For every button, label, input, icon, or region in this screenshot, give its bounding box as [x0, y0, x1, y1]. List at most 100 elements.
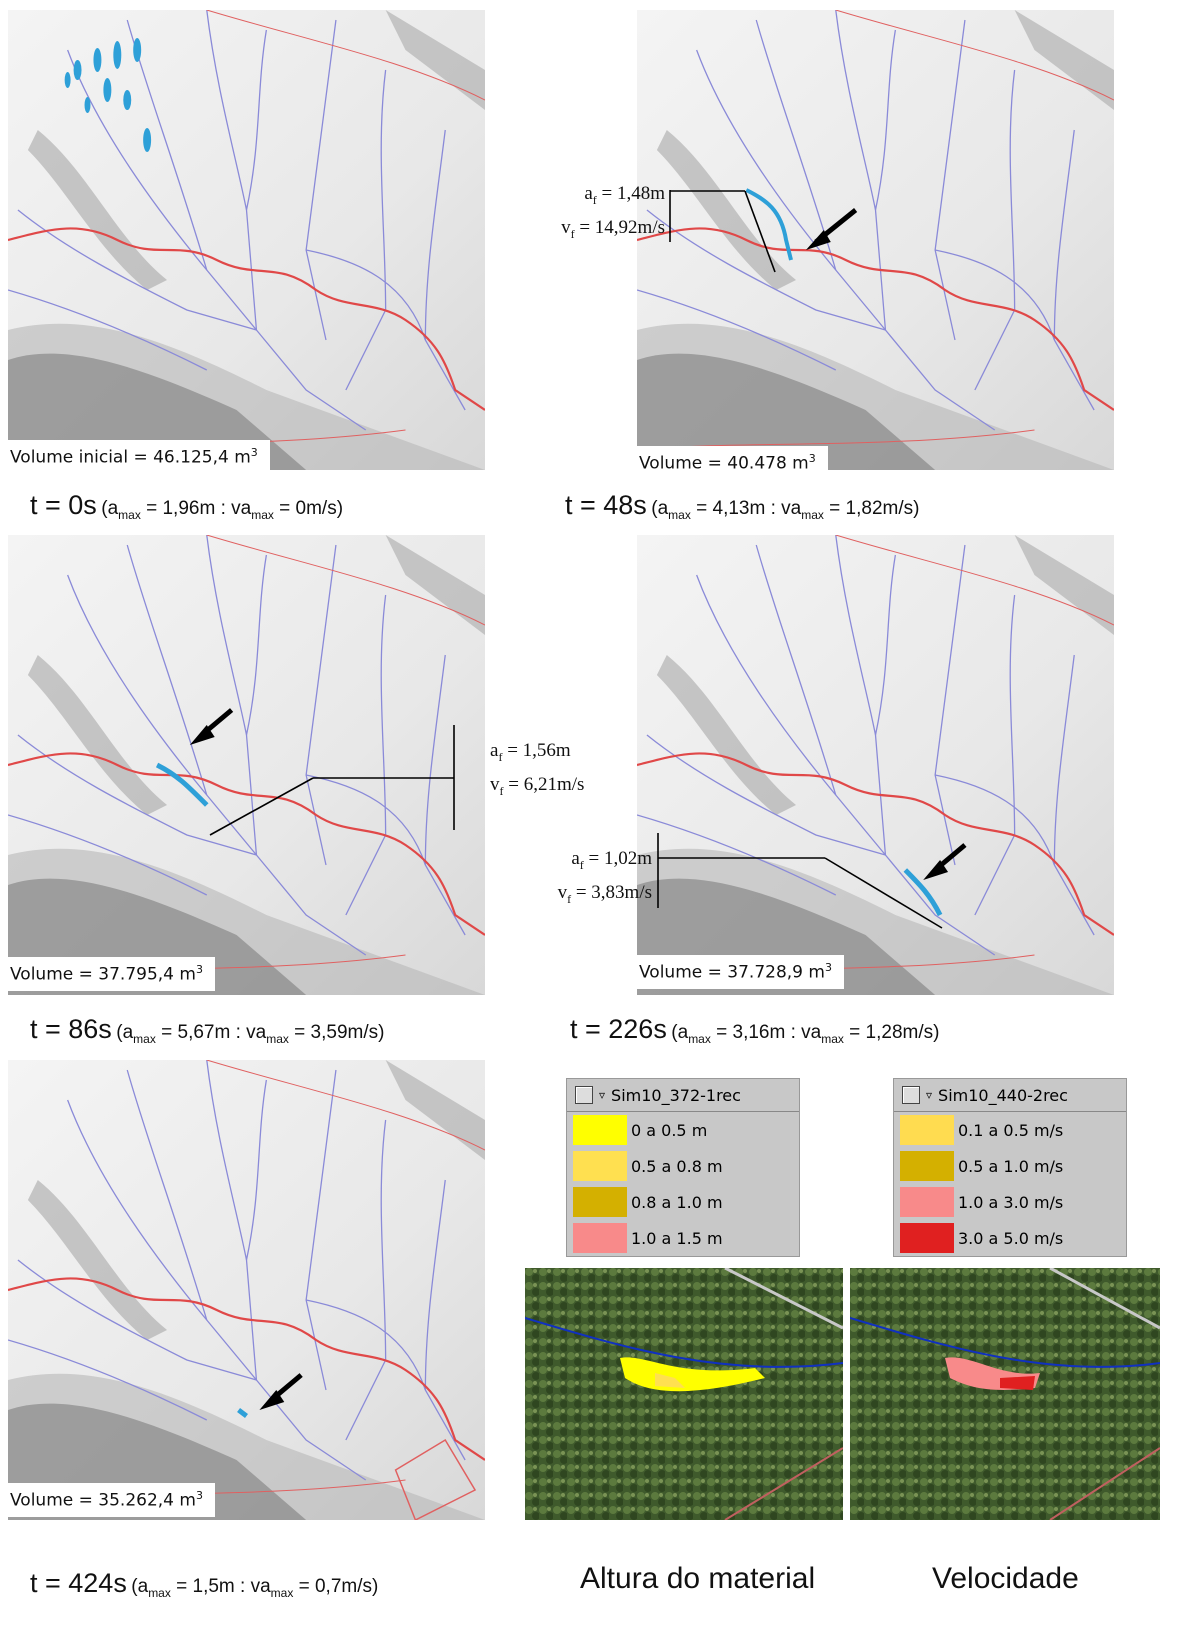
text-part: = 0,7m/s): [293, 1576, 378, 1597]
legend-item: 0.5 a 1.0 m/s: [894, 1148, 1126, 1184]
aerial-photo: [850, 1268, 1160, 1520]
text-part: Volume = 40.478 m: [639, 454, 809, 474]
text-part: = 1,82m/s): [824, 498, 920, 519]
text-part: max: [271, 1586, 294, 1600]
text-part: a: [584, 183, 592, 204]
terrain-panel: [8, 1060, 485, 1520]
detail: (amax = 1,5m : vamax = 0,7m/s): [131, 1576, 378, 1597]
detail: (amax = 1,96m : vamax = 0m/s): [101, 498, 343, 519]
checkbox[interactable]: [902, 1086, 920, 1104]
text-part: = 1,96m : va: [141, 498, 251, 519]
map-caption: Altura do material: [580, 1562, 815, 1596]
text-part: (a: [131, 1576, 148, 1597]
detail: (amax = 3,16m : vamax = 1,28m/s): [671, 1022, 939, 1043]
time: t = 226s: [570, 1014, 667, 1044]
checkbox[interactable]: [575, 1086, 593, 1104]
text-part: max: [801, 508, 824, 522]
text-part: max: [148, 1586, 171, 1600]
legend-item: 3.0 a 5.0 m/s: [894, 1220, 1126, 1256]
text-part: max: [118, 508, 141, 522]
text-part: = 1,48m: [597, 183, 665, 204]
text-part: max: [668, 508, 691, 522]
time: t = 48s: [565, 490, 647, 520]
legend-label: 1.0 a 1.5 m: [631, 1229, 723, 1248]
legend-label: 0.8 a 1.0 m: [631, 1193, 723, 1212]
time-caption: t = 226s (amax = 3,16m : vamax = 1,28m/s…: [570, 1014, 939, 1046]
text-part: (a: [651, 498, 668, 519]
text-part: Volume = 37.795,4 m: [10, 965, 196, 985]
legend-swatch: [573, 1115, 627, 1145]
legend-swatch: [573, 1187, 627, 1217]
text-part: 3: [196, 1489, 203, 1502]
legend-label: 0 a 0.5 m: [631, 1121, 707, 1140]
text-part: = 1,28m/s): [844, 1022, 940, 1043]
time: t = 86s: [30, 1014, 112, 1044]
legend-label: 3.0 a 5.0 m/s: [958, 1229, 1063, 1248]
text-part: Volume inicial = 46.125,4 m: [10, 448, 251, 468]
legend-item: 0.8 a 1.0 m: [567, 1184, 799, 1220]
text-part: = 1,56m: [502, 740, 570, 761]
legend-item: 0.5 a 0.8 m: [567, 1148, 799, 1184]
text-part: (a: [101, 498, 118, 519]
text-part: v: [490, 774, 500, 795]
annotation-line: vf = 3,83m/s: [558, 879, 652, 913]
text-part: 3: [825, 961, 832, 974]
time-caption: t = 48s (amax = 4,13m : vamax = 1,82m/s): [565, 490, 919, 522]
legend-swatch: [900, 1115, 954, 1145]
text-part: max: [133, 1032, 156, 1046]
figure: {"panels": [ {"volume": ["Volume inicial…: [0, 0, 1203, 1629]
time: t = 0s: [30, 490, 97, 520]
terrain-panel: [8, 535, 485, 995]
text-part: Volume = 37.728,9 m: [639, 963, 825, 983]
legend: ▿ Sim10_372-1rec 0 a 0.5 m 0.5 a 0.8 m 0.8 a…: [566, 1078, 800, 1257]
detail: (amax = 4,13m : vamax = 1,82m/s): [651, 498, 919, 519]
volume-label: Volume inicial = 46.125,4 m3: [8, 440, 270, 474]
time: t = 424s: [30, 1568, 127, 1598]
text-part: Volume = 35.262,4 m: [10, 1491, 196, 1511]
text-part: max: [821, 1032, 844, 1046]
legend-item: 1.0 a 1.5 m: [567, 1220, 799, 1256]
text-part: max: [688, 1032, 711, 1046]
legend-swatch: [573, 1223, 627, 1253]
text-part: a: [571, 848, 579, 869]
legend-swatch: [900, 1223, 954, 1253]
terrain-panel: [637, 535, 1114, 995]
text-part: 3: [809, 452, 816, 465]
text-part: = 1,5m : va: [171, 1576, 271, 1597]
text-part: = 1,02m: [584, 848, 652, 869]
detail: (amax = 5,67m : vamax = 3,59m/s): [116, 1022, 384, 1043]
text-part: = 14,92m/s: [575, 217, 665, 238]
time-caption: t = 86s (amax = 5,67m : vamax = 3,59m/s): [30, 1014, 384, 1046]
legend-item: 1.0 a 3.0 m/s: [894, 1184, 1126, 1220]
legend-header: ▿ Sim10_372-1rec: [567, 1079, 799, 1112]
legend-item: 0 a 0.5 m: [567, 1112, 799, 1148]
text-part: 3: [196, 963, 203, 976]
text-part: v: [558, 882, 568, 903]
terrain-panel: [8, 10, 485, 470]
legend-name: Sim10_440-2rec: [938, 1086, 1068, 1105]
map-caption: Velocidade: [932, 1562, 1079, 1596]
text-part: = 6,21m/s: [504, 774, 585, 795]
text-part: = 3,59m/s): [289, 1022, 385, 1043]
text-part: = 0m/s): [274, 498, 343, 519]
expand-icon: ▿: [926, 1088, 932, 1102]
text-part: = 5,67m : va: [156, 1022, 266, 1043]
time-caption: t = 424s (amax = 1,5m : vamax = 0,7m/s): [30, 1568, 378, 1600]
aerial-photo: [525, 1268, 843, 1520]
annotation-line: vf = 6,21m/s: [490, 771, 584, 805]
annotation-line: af = 1,48m: [561, 180, 665, 214]
text-part: max: [266, 1032, 289, 1046]
volume-label: Volume = 35.262,4 m3: [8, 1483, 215, 1517]
text-part: = 4,13m : va: [691, 498, 801, 519]
legend-name: Sim10_372-1rec: [611, 1086, 741, 1105]
text-part: v: [561, 217, 571, 238]
annotation-line: vf = 14,92m/s: [561, 214, 665, 248]
legend-swatch: [900, 1187, 954, 1217]
legend-label: 0.5 a 0.8 m: [631, 1157, 723, 1176]
expand-icon: ▿: [599, 1088, 605, 1102]
annotation-line: af = 1,02m: [558, 845, 652, 879]
